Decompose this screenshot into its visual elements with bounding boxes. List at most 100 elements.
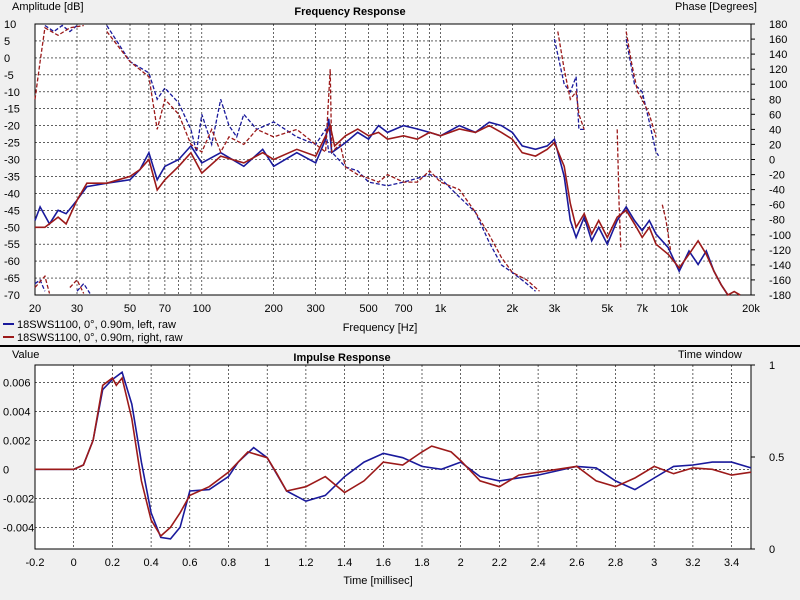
amplitude-tick-label: -30 xyxy=(4,155,20,167)
phase-series-line xyxy=(69,278,85,294)
frequency-tick-label: 20k xyxy=(742,303,760,315)
phase-axis-label: Phase [Degrees] xyxy=(675,1,757,13)
phase-tick-label: -60 xyxy=(769,200,785,212)
time-window-tick-label: 0 xyxy=(769,544,775,556)
phase-tick-label: 40 xyxy=(769,124,781,136)
phase-series-line xyxy=(553,38,585,131)
legend-label-left: 18SWS1100, 0°, 0.90m, left, raw xyxy=(17,319,176,331)
amplitude-tick-label: -50 xyxy=(4,222,20,234)
time-tick-label: 2 xyxy=(458,557,464,569)
phase-tick-label: -40 xyxy=(769,185,785,197)
frequency-tick-label: 7k xyxy=(636,303,648,315)
amplitude-series-line xyxy=(34,118,729,296)
frequency-tick-label: 5k xyxy=(601,303,613,315)
time-tick-label: 3 xyxy=(651,557,657,569)
phase-tick-label: 60 xyxy=(769,109,781,121)
time-tick-label: 3.4 xyxy=(724,557,739,569)
frequency-tick-label: 300 xyxy=(307,303,325,315)
time-window-axis-label: Time window xyxy=(678,349,742,361)
phase-tick-label: 160 xyxy=(769,34,787,46)
phase-tick-label: 140 xyxy=(769,49,787,61)
phase-series-line xyxy=(34,24,84,100)
time-tick-label: 1 xyxy=(264,557,270,569)
amplitude-tick-label: -40 xyxy=(4,188,20,200)
frequency-tick-label: 1k xyxy=(435,303,447,315)
amplitude-tick-label: 10 xyxy=(4,19,16,31)
time-window-tick-label: 1 xyxy=(769,360,775,372)
amplitude-tick-label: -45 xyxy=(4,205,20,217)
phase-tick-label: 0 xyxy=(769,155,775,167)
phase-tick-label: -180 xyxy=(769,290,791,302)
value-axis-label: Value xyxy=(12,349,39,361)
phase-series-line xyxy=(557,31,585,130)
frequency-tick-label: 10k xyxy=(670,303,688,315)
amplitude-tick-label: -70 xyxy=(4,290,20,302)
frequency-tick-label: 2k xyxy=(506,303,518,315)
phase-tick-label: -20 xyxy=(769,170,785,182)
phase-tick-label: -160 xyxy=(769,275,791,287)
amplitude-tick-label: -5 xyxy=(4,70,14,82)
time-tick-label: 1.8 xyxy=(414,557,429,569)
time-tick-label: 1.4 xyxy=(337,557,352,569)
time-tick-label: 1.2 xyxy=(298,557,313,569)
frequency-tick-label: 200 xyxy=(265,303,283,315)
amplitude-tick-label: -25 xyxy=(4,138,20,150)
time-axis-label: Time [millisec] xyxy=(343,575,412,587)
amplitude-tick-label: 0 xyxy=(4,53,10,65)
amplitude-tick-label: -15 xyxy=(4,104,20,116)
phase-tick-label: -100 xyxy=(769,230,791,242)
frequency-tick-label: 50 xyxy=(124,303,136,315)
amplitude-tick-label: 5 xyxy=(4,36,10,48)
amplitude-tick-label: -20 xyxy=(4,121,20,133)
phase-tick-label: 100 xyxy=(769,79,787,91)
frequency-axis-label: Frequency [Hz] xyxy=(343,322,418,334)
impulse-series-line xyxy=(35,370,752,540)
value-tick-label: 0 xyxy=(3,464,9,476)
time-tick-label: 2.2 xyxy=(492,557,507,569)
legend-label-right: 18SWS1100, 0°, 0.90m, right, raw xyxy=(17,332,183,344)
phase-series-line xyxy=(661,204,672,250)
amplitude-axis-label: Amplitude [dB] xyxy=(12,1,84,13)
time-tick-label: 3.2 xyxy=(685,557,700,569)
phase-tick-label: 20 xyxy=(769,139,781,151)
amplitude-tick-label: -65 xyxy=(4,273,20,285)
frequency-tick-label: 700 xyxy=(394,303,412,315)
phase-tick-label: 120 xyxy=(769,64,787,76)
amplitude-tick-label: -60 xyxy=(4,256,20,268)
phase-series-line xyxy=(106,31,540,292)
frequency-tick-label: 20 xyxy=(29,303,41,315)
time-tick-label: 0.4 xyxy=(143,557,158,569)
phase-tick-label: -140 xyxy=(769,260,791,272)
time-tick-label: 0.8 xyxy=(221,557,236,569)
amplitude-tick-label: -55 xyxy=(4,239,20,251)
frequency-tick-label: 30 xyxy=(71,303,83,315)
time-tick-label: 2.4 xyxy=(530,557,545,569)
amplitude-tick-label: -35 xyxy=(4,171,20,183)
frequency-chart-title: Frequency Response xyxy=(294,6,405,18)
time-tick-label: 1.6 xyxy=(376,557,391,569)
value-tick-label: -0.004 xyxy=(3,522,34,534)
value-tick-label: -0.002 xyxy=(3,493,34,505)
phase-tick-label: 180 xyxy=(769,19,787,31)
phase-tick-label: -80 xyxy=(769,215,785,227)
frequency-tick-label: 100 xyxy=(193,303,211,315)
impulse-series-line xyxy=(35,376,752,538)
time-tick-label: 2.6 xyxy=(569,557,584,569)
time-tick-label: 0.6 xyxy=(182,557,197,569)
phase-series-line xyxy=(106,25,536,292)
phase-tick-label: -120 xyxy=(769,245,791,257)
time-window-tick-label: 0.5 xyxy=(769,452,784,464)
impulse-plot-area xyxy=(34,364,752,550)
value-tick-label: 0.002 xyxy=(3,435,31,447)
phase-series-line xyxy=(616,129,622,250)
phase-tick-label: 80 xyxy=(769,94,781,106)
value-tick-label: 0.004 xyxy=(3,406,31,418)
value-tick-label: 0.006 xyxy=(3,377,31,389)
impulse-chart-title: Impulse Response xyxy=(293,352,390,364)
frequency-tick-label: 70 xyxy=(159,303,171,315)
frequency-tick-label: 3k xyxy=(549,303,561,315)
amplitude-tick-label: -10 xyxy=(4,87,20,99)
time-tick-label: 0 xyxy=(71,557,77,569)
